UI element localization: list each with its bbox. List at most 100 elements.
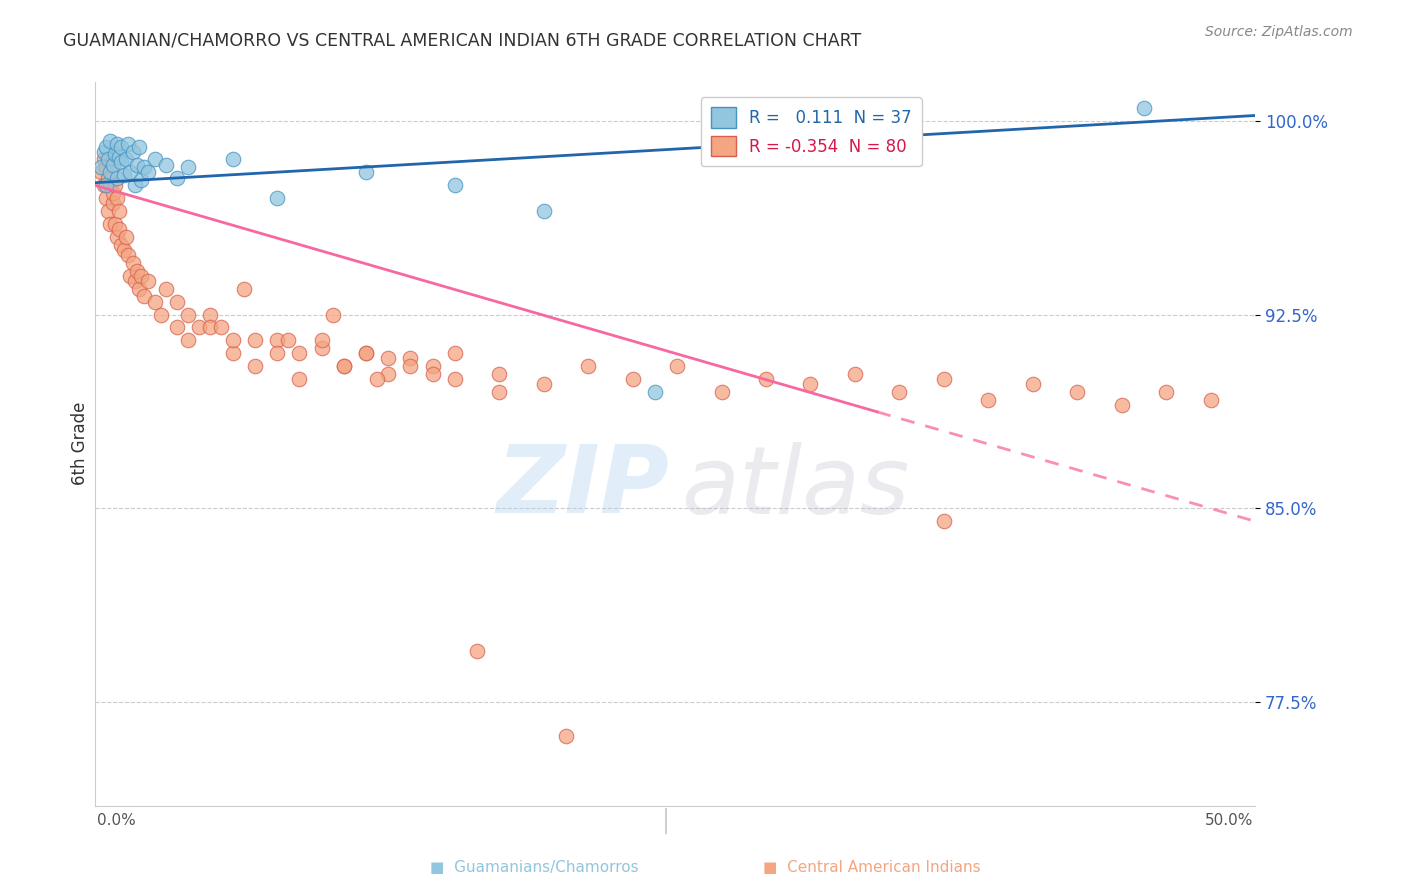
Point: [132, 289, 155, 303]
Point: [799, 377, 821, 392]
Point: [444, 346, 467, 360]
Point: [115, 230, 138, 244]
Point: [150, 308, 173, 322]
Point: [143, 153, 166, 167]
Point: [120, 165, 142, 179]
Point: [422, 367, 444, 381]
Point: [221, 334, 243, 348]
Point: [488, 385, 510, 400]
Point: [932, 372, 955, 386]
Point: [977, 392, 1000, 407]
Point: [93, 178, 115, 193]
Point: [128, 139, 150, 153]
Point: [131, 268, 153, 283]
Point: [98, 217, 121, 231]
Point: [93, 145, 115, 159]
Point: [108, 204, 131, 219]
Point: [98, 178, 121, 193]
Point: [136, 274, 159, 288]
Point: [1133, 101, 1156, 115]
Point: [128, 282, 150, 296]
Point: [101, 196, 124, 211]
Point: [666, 359, 689, 374]
Legend: R =   0.111  N = 37, R = -0.354  N = 80: R = 0.111 N = 37, R = -0.354 N = 80: [700, 97, 922, 167]
Point: [121, 256, 143, 270]
Point: [98, 165, 121, 179]
Point: [101, 186, 124, 200]
Point: [94, 160, 117, 174]
Point: [166, 170, 188, 185]
Point: [844, 367, 866, 381]
Point: [422, 359, 444, 374]
Point: [105, 191, 128, 205]
Point: [117, 136, 139, 151]
Text: ZIP: ZIP: [496, 442, 669, 533]
Point: [124, 178, 146, 193]
Point: [200, 320, 222, 334]
Point: [1154, 385, 1177, 400]
Point: [143, 294, 166, 309]
Point: [166, 320, 188, 334]
Point: [124, 274, 146, 288]
Point: [200, 308, 222, 322]
Point: [332, 359, 354, 374]
Point: [354, 346, 377, 360]
Point: [97, 153, 120, 167]
Point: [266, 191, 288, 205]
Point: [243, 359, 266, 374]
Point: [104, 217, 127, 231]
Point: [166, 294, 188, 309]
Point: [354, 346, 377, 360]
Point: [444, 372, 467, 386]
Point: [155, 282, 177, 296]
Point: [277, 334, 299, 348]
Point: [104, 178, 127, 193]
Text: GUAMANIAN/CHAMORRO VS CENTRAL AMERICAN INDIAN 6TH GRADE CORRELATION CHART: GUAMANIAN/CHAMORRO VS CENTRAL AMERICAN I…: [63, 31, 862, 49]
Point: [108, 222, 131, 236]
Point: [576, 359, 599, 374]
Text: 0.0%: 0.0%: [97, 814, 136, 829]
Point: [110, 155, 132, 169]
Point: [710, 385, 733, 400]
Point: [1111, 398, 1133, 412]
Point: [288, 346, 311, 360]
Point: [93, 153, 115, 167]
Point: [1022, 377, 1045, 392]
Point: [90, 160, 112, 174]
Point: [377, 367, 399, 381]
Point: [533, 377, 555, 392]
Point: [108, 150, 131, 164]
Point: [97, 204, 120, 219]
Text: 50.0%: 50.0%: [1205, 814, 1253, 829]
Point: [465, 643, 488, 657]
Point: [322, 308, 344, 322]
Point: [755, 372, 778, 386]
Point: [243, 334, 266, 348]
Point: [311, 334, 333, 348]
Point: [105, 230, 128, 244]
Point: [354, 165, 377, 179]
Point: [221, 346, 243, 360]
Point: [125, 263, 148, 277]
Point: [232, 282, 254, 296]
Point: [555, 729, 578, 743]
Point: [121, 145, 143, 159]
Point: [211, 320, 233, 334]
Text: atlas: atlas: [681, 442, 908, 533]
Point: [110, 237, 132, 252]
Point: [117, 248, 139, 262]
Point: [311, 341, 333, 355]
Point: [177, 160, 200, 174]
Point: [97, 170, 120, 185]
Point: [288, 372, 311, 386]
Point: [112, 243, 135, 257]
Point: [889, 385, 911, 400]
Point: [155, 158, 177, 172]
Point: [932, 514, 955, 528]
Point: [105, 136, 128, 151]
Point: [221, 153, 243, 167]
Point: [136, 165, 159, 179]
Point: [104, 147, 127, 161]
Y-axis label: 6th Grade: 6th Grade: [72, 402, 89, 485]
Point: [332, 359, 354, 374]
